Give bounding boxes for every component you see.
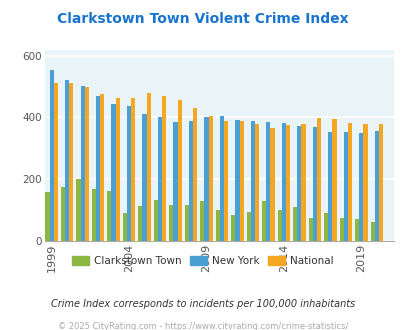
Text: Clarkstown Town Violent Crime Index: Clarkstown Town Violent Crime Index bbox=[57, 12, 348, 25]
Bar bbox=[184, 205, 188, 241]
Bar bbox=[49, 70, 53, 241]
Bar bbox=[308, 218, 312, 241]
Bar bbox=[122, 213, 127, 241]
Bar bbox=[142, 114, 146, 241]
Text: © 2025 CityRating.com - https://www.cityrating.com/crime-statistics/: © 2025 CityRating.com - https://www.city… bbox=[58, 322, 347, 330]
Bar bbox=[301, 124, 305, 241]
Bar bbox=[53, 83, 58, 241]
Bar bbox=[277, 210, 281, 241]
Bar bbox=[215, 210, 220, 241]
Bar bbox=[343, 132, 347, 241]
Bar bbox=[370, 222, 374, 241]
Bar bbox=[96, 96, 100, 241]
Bar bbox=[158, 117, 162, 241]
Bar bbox=[138, 206, 142, 241]
Bar bbox=[292, 207, 296, 241]
Legend: Clarkstown Town, New York, National: Clarkstown Town, New York, National bbox=[68, 252, 337, 270]
Bar bbox=[246, 212, 250, 241]
Bar bbox=[285, 125, 290, 241]
Bar bbox=[312, 127, 316, 241]
Bar bbox=[220, 116, 224, 241]
Bar bbox=[358, 133, 362, 241]
Bar bbox=[323, 213, 327, 241]
Bar bbox=[262, 201, 266, 241]
Bar bbox=[153, 200, 158, 241]
Bar bbox=[61, 187, 65, 241]
Bar bbox=[354, 219, 358, 241]
Bar bbox=[85, 86, 89, 241]
Bar bbox=[316, 118, 320, 241]
Bar bbox=[80, 86, 85, 241]
Bar bbox=[173, 122, 177, 241]
Bar bbox=[76, 179, 80, 241]
Bar bbox=[378, 124, 382, 241]
Bar bbox=[296, 126, 301, 241]
Bar bbox=[200, 201, 204, 241]
Bar bbox=[45, 191, 49, 241]
Bar bbox=[127, 106, 131, 241]
Bar bbox=[188, 120, 193, 241]
Bar bbox=[111, 104, 115, 241]
Bar bbox=[374, 131, 378, 241]
Bar bbox=[281, 123, 285, 241]
Bar bbox=[92, 189, 96, 241]
Bar bbox=[193, 108, 197, 241]
Bar bbox=[69, 83, 73, 241]
Bar bbox=[327, 132, 332, 241]
Bar bbox=[162, 96, 166, 241]
Bar bbox=[339, 218, 343, 241]
Bar bbox=[266, 122, 270, 241]
Bar bbox=[177, 100, 181, 241]
Bar bbox=[146, 93, 150, 241]
Bar bbox=[270, 128, 274, 241]
Bar bbox=[362, 124, 367, 241]
Bar bbox=[332, 119, 336, 241]
Text: Crime Index corresponds to incidents per 100,000 inhabitants: Crime Index corresponds to incidents per… bbox=[51, 299, 354, 309]
Bar bbox=[239, 121, 243, 241]
Bar bbox=[230, 214, 235, 241]
Bar bbox=[115, 98, 119, 241]
Bar bbox=[131, 98, 135, 241]
Bar bbox=[224, 120, 228, 241]
Bar bbox=[204, 117, 208, 241]
Bar bbox=[235, 119, 239, 241]
Bar bbox=[169, 205, 173, 241]
Bar bbox=[250, 121, 254, 241]
Bar bbox=[65, 81, 69, 241]
Bar bbox=[208, 116, 212, 241]
Bar bbox=[107, 191, 111, 241]
Bar bbox=[347, 123, 351, 241]
Bar bbox=[100, 94, 104, 241]
Bar bbox=[254, 124, 258, 241]
